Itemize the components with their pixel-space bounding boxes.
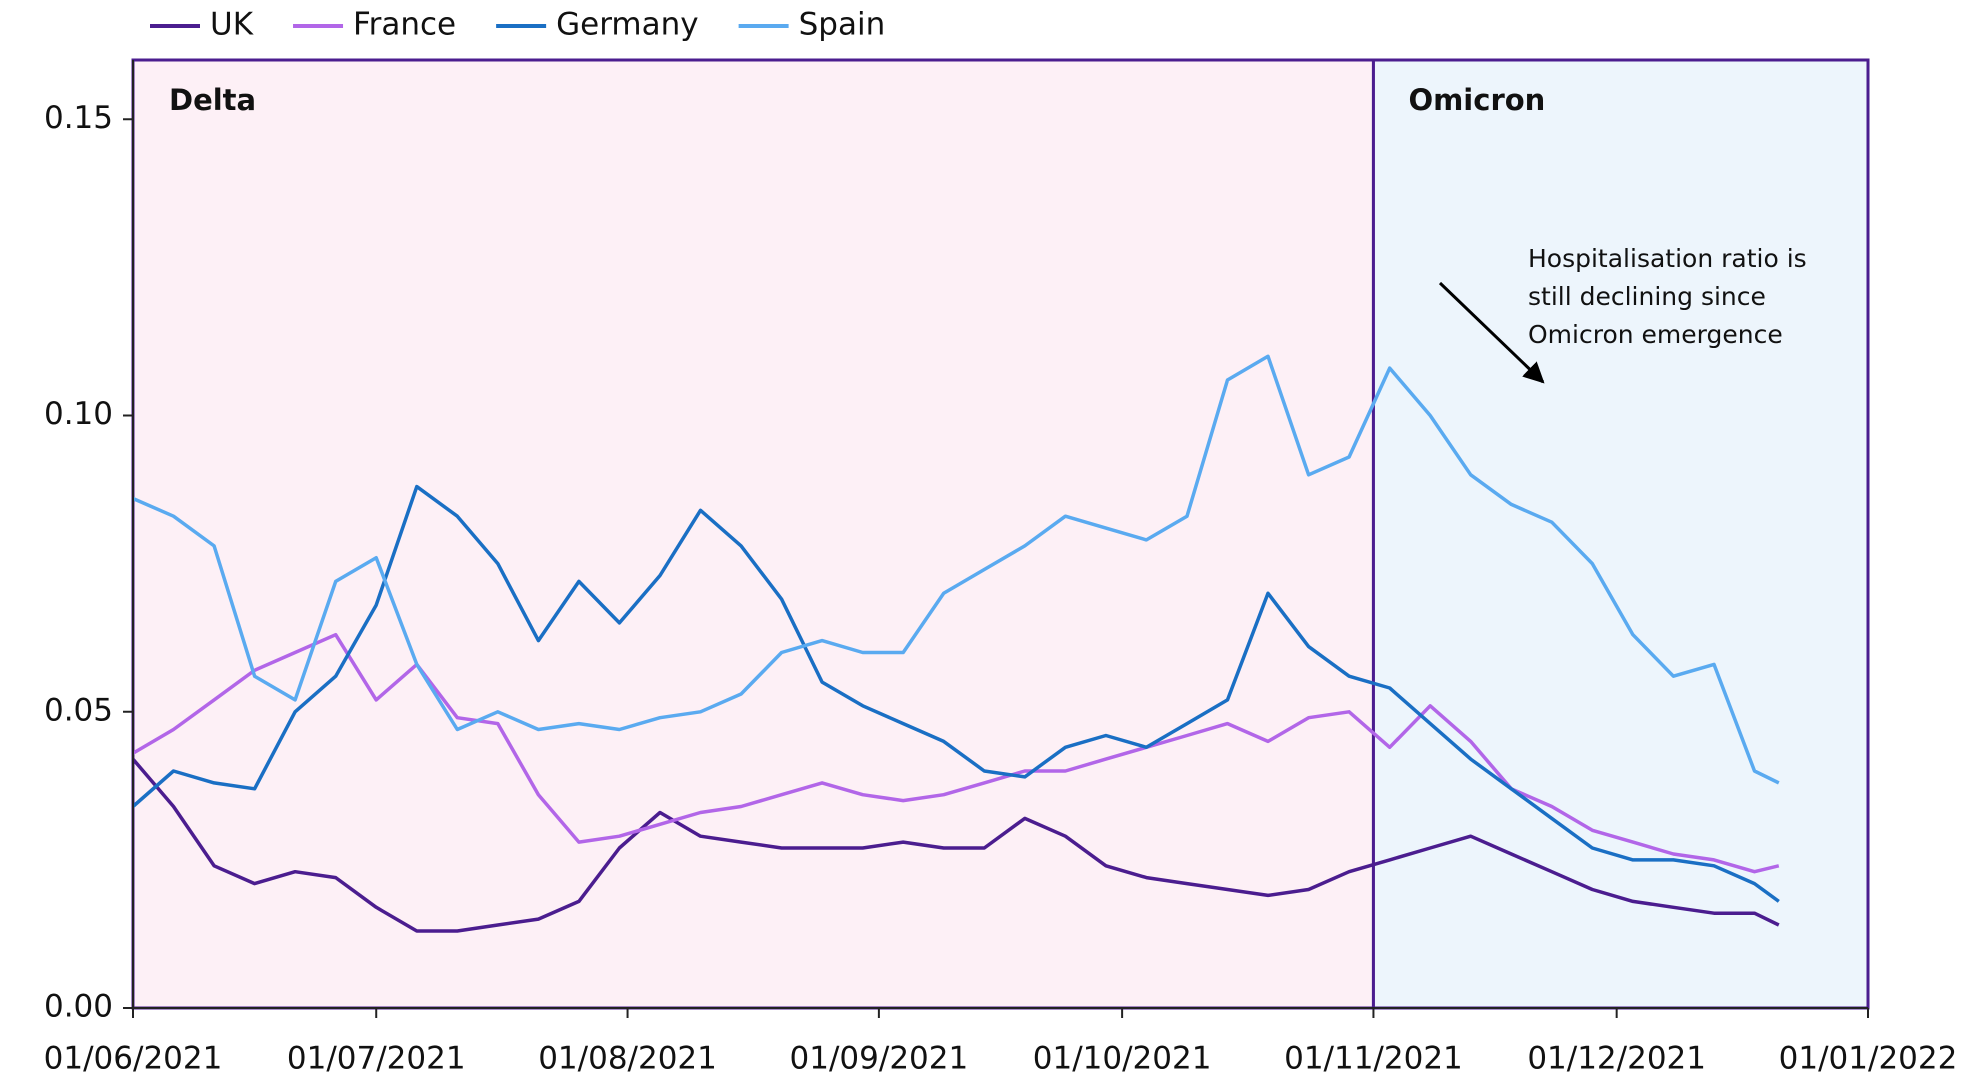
x-tick-label: 01/08/2021 xyxy=(538,1041,717,1077)
y-tick-label: 0.10 xyxy=(44,396,113,432)
x-tick-label: 01/10/2021 xyxy=(1033,1041,1212,1077)
annotation: Omicron emergence xyxy=(1528,320,1783,349)
x-tick-label: 01/01/2022 xyxy=(1779,1041,1958,1077)
annotation: still declining since xyxy=(1528,282,1766,311)
legend-label: France xyxy=(353,7,456,43)
legend-label: Germany xyxy=(556,7,698,43)
x-tick-label: 01/06/2021 xyxy=(44,1041,223,1077)
legend-label: Spain xyxy=(799,7,886,43)
x-tick-label: 01/07/2021 xyxy=(287,1041,466,1077)
series-line xyxy=(132,354,1780,785)
series-line xyxy=(131,484,1780,903)
region-label: Delta xyxy=(169,83,256,117)
y-tick-label: 0.00 xyxy=(44,989,113,1025)
x-tick-label: 01/12/2021 xyxy=(1527,1041,1706,1077)
x-tick-label: 01/11/2021 xyxy=(1284,1041,1463,1077)
y-tick-label: 0.05 xyxy=(44,692,113,728)
region-label: Omicron xyxy=(1408,83,1545,117)
annotation-arrow xyxy=(1438,281,1545,384)
region xyxy=(1371,58,1870,1010)
annotation: Hospitalisation ratio is xyxy=(1528,244,1807,273)
legend-label: UK xyxy=(210,7,254,43)
y-tick-label: 0.15 xyxy=(44,100,113,136)
region xyxy=(131,58,1375,1010)
x-tick-label: 01/09/2021 xyxy=(790,1041,969,1077)
series-line xyxy=(131,757,1780,933)
